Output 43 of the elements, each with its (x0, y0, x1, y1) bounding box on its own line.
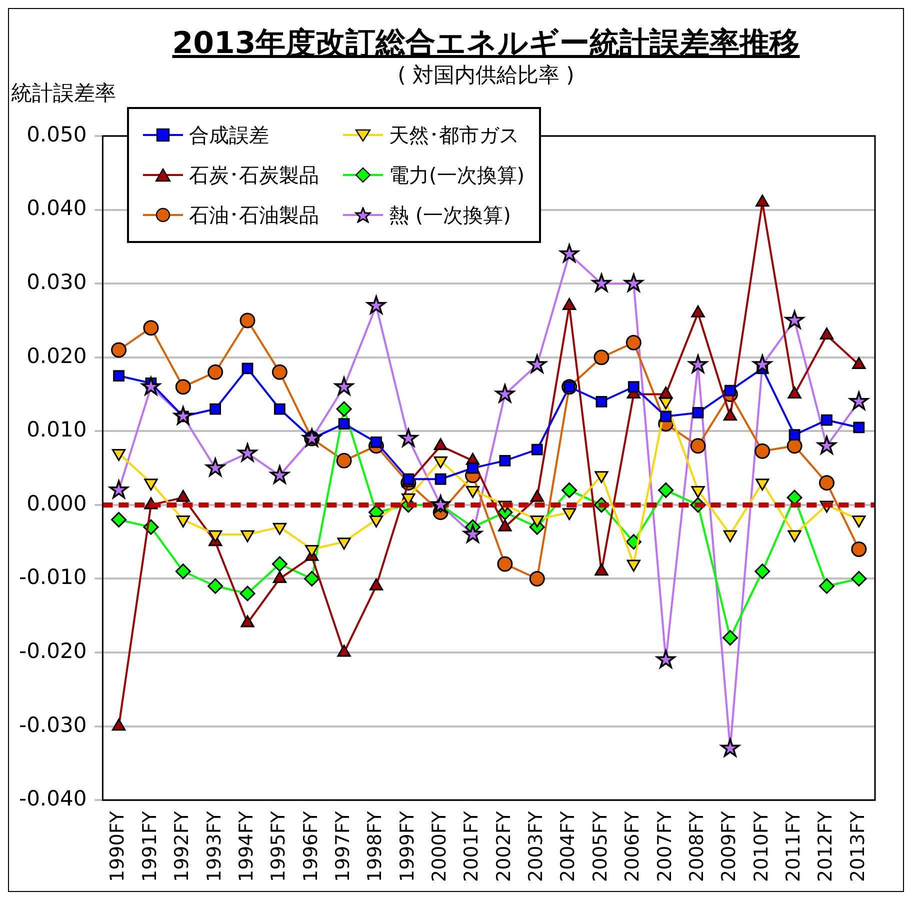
y-tick-label: -0.040 (18, 786, 87, 811)
y-tick-label: -0.030 (18, 712, 87, 737)
x-tick-label: 1996FY (300, 810, 322, 882)
x-tick-label: 2001FY (460, 810, 483, 882)
x-tick-label: 1998FY (364, 810, 386, 882)
x-tick-label: 2004FY (557, 810, 580, 882)
y-tick-label: 0.030 (26, 270, 87, 294)
x-tick-label: 1997FY (332, 810, 354, 882)
y-tick-label: -0.020 (18, 638, 87, 663)
x-tick-label: 2009FY (718, 810, 740, 882)
y-tick-label: 0.000 (26, 491, 87, 516)
x-tick-label: 2010FY (750, 810, 772, 882)
x-tick-label: 1991FY (138, 810, 161, 882)
x-tick-label: 1994FY (235, 810, 258, 882)
x-tick-label: 2006FY (622, 810, 644, 882)
y-tick-label: 0.020 (26, 344, 87, 368)
x-tick-label: 1995FY (268, 810, 290, 882)
x-tick-label: 2007FY (654, 810, 676, 882)
x-tick-label: 2000FY (428, 810, 451, 882)
x-tick-label: 2012FY (814, 810, 837, 882)
y-tick-label: -0.010 (18, 565, 87, 590)
x-tick-label: 1993FY (203, 810, 226, 882)
legend-label: 天然･都市ガス (389, 123, 519, 147)
x-tick-label: 1992FY (171, 810, 194, 882)
x-tick-label: 2005FY (589, 810, 612, 882)
x-tick-label: 2003FY (525, 810, 548, 882)
y-tick-label: 0.010 (26, 418, 87, 442)
y-axis-title: 統計誤差率 (11, 80, 116, 107)
chart-subtitle: ( 対国内供給比率 ) (398, 63, 574, 87)
legend-label: 熱 (一次換算) (389, 203, 511, 227)
x-tick-label: 1990FY (106, 810, 129, 882)
legend-label: 石炭･石炭製品 (189, 163, 319, 187)
x-tick-label: 2013FY (846, 810, 869, 882)
x-tick-label: 1999FY (396, 810, 418, 882)
x-tick-label: 2011FY (782, 810, 804, 882)
y-tick-label: 0.040 (26, 196, 87, 220)
chart-title: 2013年度改訂総合エネルギー統計誤差率推移 (172, 26, 800, 61)
x-tick-label: 2002FY (492, 810, 515, 882)
legend-label: 電力(一次換算) (389, 163, 525, 187)
x-tick-label: 2008FY (686, 810, 708, 882)
legend-label: 石油･石油製品 (189, 203, 319, 227)
legend-label: 合成誤差 (189, 123, 269, 147)
y-tick-label: 0.050 (26, 122, 87, 146)
